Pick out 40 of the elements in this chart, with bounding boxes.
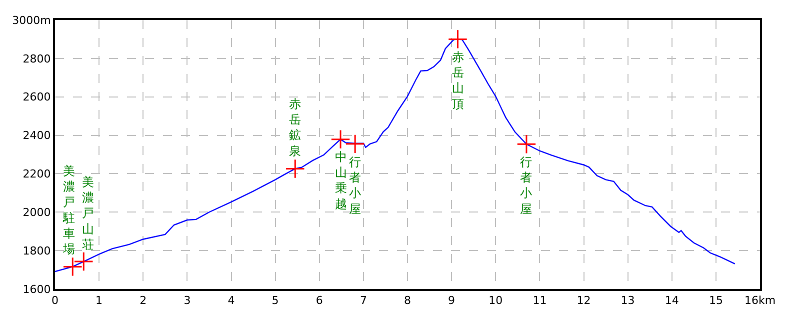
y-tick-label: 2000 — [22, 206, 51, 219]
y-tick-label: 1600 — [22, 282, 51, 296]
annotation: 美濃戸山荘 — [82, 175, 94, 252]
x-tick-label: 14 — [664, 294, 679, 308]
x-tick-label: 0 — [52, 294, 58, 308]
x-tick-label: 7 — [360, 294, 367, 308]
y-tick-label: 3000m — [12, 14, 51, 27]
x-tick-label: 2 — [140, 294, 147, 308]
x-tick-label: 10 — [488, 294, 503, 308]
x-tick-label: 5 — [272, 294, 279, 308]
annotation: 赤岳鉱泉 — [289, 97, 301, 158]
x-tick-label: 8 — [404, 294, 411, 308]
x-tick-label: 16km — [744, 294, 776, 308]
x-tick-label: 6 — [316, 294, 323, 308]
x-tick-label: 12 — [576, 294, 591, 308]
annotation: 中山乗越 — [335, 150, 347, 211]
x-tick-label: 3 — [184, 294, 191, 308]
x-tick-label: 9 — [448, 294, 456, 308]
annotation: 美濃戸駐車場 — [62, 164, 75, 256]
x-tick-label: 11 — [532, 294, 547, 308]
y-tick-label: 1800 — [22, 244, 51, 258]
annotation: 行者小屋 — [520, 155, 532, 216]
point — [74, 252, 94, 272]
x-tick-label: 4 — [228, 294, 235, 308]
point — [516, 134, 536, 154]
annotation: 行者小屋 — [349, 155, 361, 216]
point — [330, 129, 350, 150]
y-tick-label: 2400 — [22, 129, 51, 142]
point — [62, 256, 82, 277]
y-tick-label: 2200 — [22, 168, 51, 181]
x-tick-label: 15 — [708, 294, 723, 308]
y-tick-label: 2800 — [22, 52, 51, 66]
x-tick-label: 1 — [96, 294, 103, 308]
annotation: 赤岳山頂 — [452, 50, 464, 111]
point — [285, 158, 305, 179]
line-series — [55, 38, 736, 272]
x-tick-label: 13 — [620, 294, 635, 308]
y-tick-label: 2600 — [22, 90, 51, 104]
point — [448, 29, 468, 50]
point — [345, 134, 365, 154]
